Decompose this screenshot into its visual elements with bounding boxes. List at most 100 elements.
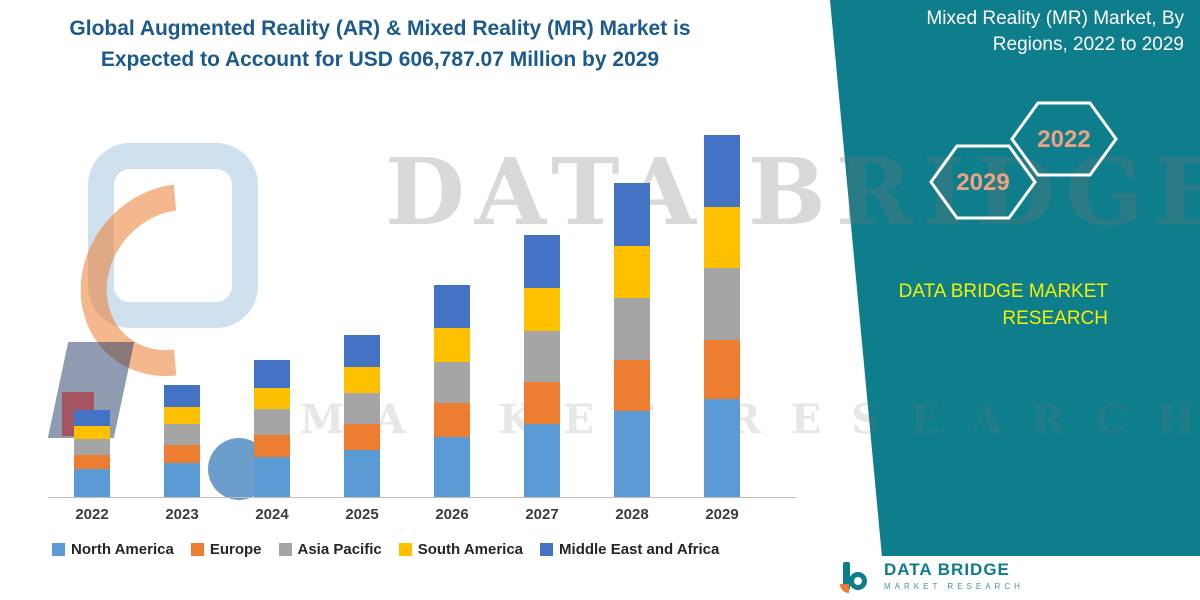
bar-segment-north-america: [524, 424, 560, 497]
footer-brand-subtitle: MARKET RESEARCH: [884, 582, 1024, 591]
stacked-bar-2022: [74, 410, 110, 497]
bar-segment-asia-pacific: [524, 331, 560, 382]
bar-segment-europe: [434, 403, 470, 437]
hexagon-year-2022: 2022: [1037, 126, 1090, 153]
legend-item-middle-east-and-africa: Middle East and Africa: [540, 541, 719, 558]
legend-swatch-icon: [398, 543, 412, 556]
plot-area: [55, 135, 795, 497]
legend-item-south-america: South America: [398, 541, 524, 558]
logo-rounded-rect-shape: [88, 143, 258, 328]
band-brand-line2: RESEARCH: [1002, 308, 1108, 329]
chart-title-line2: Expected to Account for USD 606,787.07 M…: [100, 48, 660, 71]
bar-segment-europe: [74, 455, 110, 469]
legend-swatch-icon: [278, 543, 292, 556]
bar-segment-asia-pacific: [74, 439, 110, 455]
bar-segment-middle-east-and-africa: [344, 335, 380, 367]
hexagon-2022-outline: [1010, 101, 1118, 177]
chart-legend: North America Europe Asia Pacific South Ame…: [52, 541, 719, 558]
legend-swatch-icon: [540, 543, 554, 556]
bar-segment-south-america: [254, 388, 290, 409]
watermark-text-data-bridge: DATA BRIDGE: [385, 138, 1200, 246]
stacked-bar-2028: [614, 183, 650, 497]
bar-segment-middle-east-and-africa: [704, 135, 740, 207]
legend-swatch-icon: [52, 543, 65, 556]
bar-segment-south-america: [74, 426, 110, 439]
band-brand-line1: DATA BRIDGE MARKET: [898, 281, 1108, 302]
legend-label: Europe: [209, 541, 262, 558]
hexagon-svg: 2022 2029: [929, 101, 1118, 220]
x-axis-labels: 2022 2023 2024 2025 2026 2027 2028 2029: [55, 506, 795, 526]
bar-segment-asia-pacific: [704, 268, 740, 340]
bar-segment-middle-east-and-africa: [434, 285, 470, 328]
bar-segment-south-america: [164, 407, 200, 424]
footer-logo-box: DATA BRIDGE MARKET RESEARCH: [828, 556, 1200, 600]
x-axis-line: [48, 497, 796, 498]
x-axis-label-2027: 2027: [525, 506, 559, 523]
bar-segment-asia-pacific: [164, 424, 200, 445]
x-axis-label-2029: 2029: [705, 506, 739, 523]
logo-stem-shape: [843, 562, 850, 590]
bar-segment-north-america: [704, 399, 740, 497]
legend-item-asia-pacific: Asia Pacific: [278, 541, 382, 558]
stacked-bar-2026: [434, 285, 470, 497]
hexagon-year-2029: 2029: [956, 169, 1009, 196]
bar-segment-south-america: [614, 246, 650, 298]
bar-segment-north-america: [344, 450, 380, 497]
bar-segment-europe: [254, 435, 290, 457]
bar-segment-north-america: [614, 411, 650, 497]
stacked-bar-2029: [704, 135, 740, 497]
legend-item-europe: Europe: [190, 541, 262, 558]
bar-segment-asia-pacific: [254, 409, 290, 435]
bar-segment-north-america: [434, 437, 470, 497]
x-axis-label-2028: 2028: [615, 506, 649, 523]
bar-segment-south-america: [434, 328, 470, 362]
legend-label: North America: [71, 541, 174, 558]
bar-segment-europe: [614, 360, 650, 411]
legend-label: Asia Pacific: [297, 541, 382, 558]
hexagon-2029-outline: [929, 144, 1037, 220]
x-axis-label-2026: 2026: [435, 506, 469, 523]
footer-logo-text: DATA BRIDGE MARKET RESEARCH: [884, 560, 1024, 591]
x-axis-label-2025: 2025: [345, 506, 379, 523]
chart-title-line1: Global Augmented Reality (AR) & Mixed Re…: [69, 17, 691, 40]
stacked-bar-2027: [524, 235, 560, 497]
x-axis-label-2022: 2022: [75, 506, 109, 523]
x-axis-label-2024: 2024: [255, 506, 289, 523]
bar-segment-middle-east-and-africa: [254, 360, 290, 388]
x-axis-label-2023: 2023: [165, 506, 199, 523]
bar-segment-asia-pacific: [614, 298, 650, 360]
chart-title: Global Augmented Reality (AR) & Mixed Re…: [30, 13, 730, 75]
bar-segment-north-america: [254, 457, 290, 497]
legend-swatch-icon: [190, 543, 204, 556]
hexagon-year-badges: 2022 2029: [918, 94, 1148, 244]
bar-segment-europe: [524, 382, 560, 424]
bar-segment-europe: [344, 424, 380, 450]
band-title: Mixed Reality (MR) Market, By Regions, 2…: [926, 6, 1184, 58]
bar-segment-north-america: [164, 463, 200, 497]
bar-segment-europe: [704, 340, 740, 399]
legend-label: South America: [417, 541, 524, 558]
stacked-bar-2025: [344, 335, 380, 497]
data-bridge-logo-icon: [840, 560, 874, 596]
bar-segment-europe: [164, 445, 200, 463]
bar-segment-middle-east-and-africa: [614, 183, 650, 246]
bar-segment-asia-pacific: [434, 362, 470, 403]
bar-segment-middle-east-and-africa: [164, 385, 200, 407]
logo-bowl-shape: [849, 572, 867, 590]
band-brand-text: DATA BRIDGE MARKET RESEARCH: [899, 278, 1108, 332]
bar-segment-asia-pacific: [344, 393, 380, 424]
bar-segment-south-america: [524, 288, 560, 331]
band-title-line2: Regions, 2022 to 2029: [992, 34, 1184, 55]
bar-segment-south-america: [344, 367, 380, 393]
bar-segment-north-america: [74, 469, 110, 497]
logo-orange-accent-shape: [840, 584, 849, 593]
legend-item-north-america: North America: [52, 541, 174, 558]
bar-segment-middle-east-and-africa: [74, 410, 110, 426]
footer-brand-name: DATA BRIDGE: [884, 560, 1010, 579]
bar-segment-middle-east-and-africa: [524, 235, 560, 288]
stacked-bar-2023: [164, 385, 200, 497]
teal-sidebar-band: [830, 0, 1200, 600]
bar-segment-south-america: [704, 207, 740, 268]
band-title-line1: Mixed Reality (MR) Market, By: [926, 8, 1184, 29]
